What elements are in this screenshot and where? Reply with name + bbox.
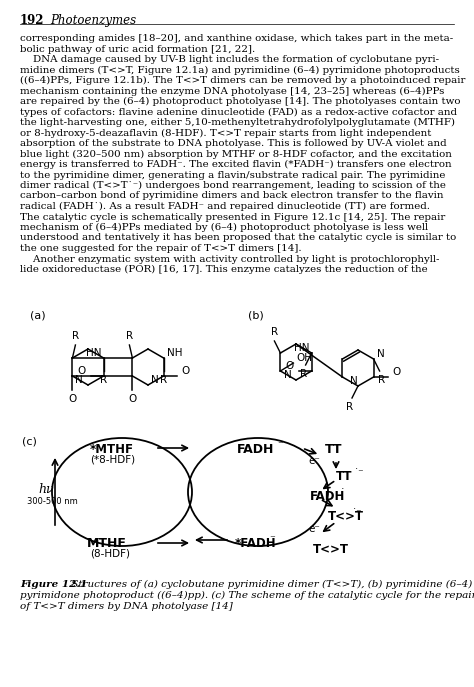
Text: Figure 12.1: Figure 12.1 [20, 580, 87, 589]
Text: the one suggested for the repair of T<>T dimers [14].: the one suggested for the repair of T<>T… [20, 244, 301, 253]
Text: corresponding amides [18–20], and xanthine oxidase, which takes part in the meta: corresponding amides [18–20], and xanthi… [20, 34, 453, 43]
Text: blue light (320–500 nm) absorption by MTHF or 8-HDF cofactor, and the excitation: blue light (320–500 nm) absorption by MT… [20, 150, 452, 159]
Text: O: O [128, 394, 137, 404]
Text: HN: HN [86, 348, 101, 358]
Text: Structures of (a) cyclobutane pyrimidine dimer (T<>T), (b) pyrimidine (6–4): Structures of (a) cyclobutane pyrimidine… [68, 580, 472, 589]
Text: to the pyrimidine dimer, generating a flavin/substrate radical pair. The pyrimid: to the pyrimidine dimer, generating a fl… [20, 170, 446, 179]
Text: radical (FADH˙). As a result FADH⁻ and repaired dinucleotide (TT) are formed.: radical (FADH˙). As a result FADH⁻ and r… [20, 202, 430, 211]
Text: e⁻: e⁻ [308, 524, 320, 534]
Text: T<>T: T<>T [313, 543, 349, 556]
Text: O: O [77, 366, 86, 376]
Text: O: O [392, 367, 401, 377]
Text: ((6–4)PPs, Figure 12.1b). The T<>T dimers can be removed by a photoinduced repai: ((6–4)PPs, Figure 12.1b). The T<>T dimer… [20, 76, 465, 85]
Text: R: R [100, 375, 107, 385]
Text: the light-harvesting one, either 5,10-methenyltetrahydrofolylpolyglutamate (MTHF: the light-harvesting one, either 5,10-me… [20, 118, 455, 127]
Text: ⁻: ⁻ [269, 534, 275, 544]
Text: ˙⁻: ˙⁻ [354, 468, 365, 478]
Text: R: R [72, 331, 79, 341]
Text: bolic pathway of uric acid formation [21, 22].: bolic pathway of uric acid formation [21… [20, 45, 255, 54]
Text: e⁻: e⁻ [308, 456, 320, 466]
Text: of T<>T dimers by DNA photolyase [14]: of T<>T dimers by DNA photolyase [14] [20, 602, 233, 611]
Text: (c): (c) [22, 436, 37, 446]
Text: R: R [271, 327, 278, 337]
Text: O: O [285, 361, 294, 371]
Text: (b): (b) [248, 310, 264, 320]
Text: absorption of the substrate to DNA photolyase. This is followed by UV-A violet a: absorption of the substrate to DNA photo… [20, 139, 447, 148]
Text: pyrimidone photoproduct ((6–4)pp). (c) The scheme of the catalytic cycle for the: pyrimidone photoproduct ((6–4)pp). (c) T… [20, 591, 474, 600]
Text: MTHF: MTHF [87, 537, 127, 550]
Text: N: N [75, 375, 83, 385]
Text: midine dimers (T<>T, Figure 12.1a) and pyrimidine (6–4) pyrimidone photoproducts: midine dimers (T<>T, Figure 12.1a) and p… [20, 65, 460, 75]
Text: N: N [284, 370, 292, 380]
Text: (8-HDF): (8-HDF) [90, 549, 130, 559]
Text: DNA damage caused by UV-B light includes the formation of cyclobutane pyri-: DNA damage caused by UV-B light includes… [20, 55, 439, 64]
Text: R: R [378, 375, 385, 385]
Text: NH: NH [166, 348, 182, 358]
Text: The catalytic cycle is schematically presented in Figure 12.1c [14, 25]. The rep: The catalytic cycle is schematically pre… [20, 212, 445, 221]
Text: ⁻: ⁻ [277, 440, 283, 450]
Text: FADH: FADH [237, 443, 274, 456]
Text: are repaired by the (6–4) photoproduct photolyase [14]. The photolyases contain : are repaired by the (6–4) photoproduct p… [20, 97, 461, 106]
Text: R: R [346, 402, 354, 412]
Text: *FADH: *FADH [235, 537, 277, 550]
Text: dimer radical (T<>T˙⁻) undergoes bond rearrangement, leading to scission of the: dimer radical (T<>T˙⁻) undergoes bond re… [20, 181, 446, 190]
Text: R: R [126, 331, 133, 341]
Text: O: O [182, 366, 190, 376]
Text: mechanism of (6–4)PPs mediated by (6–4) photoproduct photolyase is less well: mechanism of (6–4)PPs mediated by (6–4) … [20, 223, 428, 232]
Text: N: N [151, 375, 159, 385]
Text: Another enzymatic system with activity controlled by light is protochlorophyll-: Another enzymatic system with activity c… [20, 254, 439, 264]
Text: T<>T: T<>T [328, 510, 364, 523]
Text: mechanism containing the enzyme DNA photolyase [14, 23–25] whereas (6–4)PPs: mechanism containing the enzyme DNA phot… [20, 87, 444, 95]
Text: types of cofactors: flavine adenine dinucleotide (FAD) as a redox-active cofacto: types of cofactors: flavine adenine dinu… [20, 107, 457, 117]
Text: 192: 192 [20, 14, 45, 27]
Text: carbon–carbon bond of pyrimidine dimers and back electron transfer to the flavin: carbon–carbon bond of pyrimidine dimers … [20, 192, 444, 201]
Text: lide oxidoreductase (POR) [16, 17]. This enzyme catalyzes the reduction of the: lide oxidoreductase (POR) [16, 17]. This… [20, 265, 428, 274]
Text: or 8-hydroxy-5-deazaflavin (8-HDF). T<>T repair starts from light independent: or 8-hydroxy-5-deazaflavin (8-HDF). T<>T… [20, 128, 431, 137]
Text: (a): (a) [30, 310, 46, 320]
Text: Photoenzymes: Photoenzymes [50, 14, 136, 27]
Text: energy is transferred to FADH⁻. The excited flavin (*FADH⁻) transfers one electr: energy is transferred to FADH⁻. The exci… [20, 160, 452, 169]
Text: 300-500 nm: 300-500 nm [27, 497, 78, 506]
Text: TT: TT [325, 443, 343, 456]
Text: ˙: ˙ [340, 488, 346, 498]
Text: understood and tentatively it has been proposed that the catalytic cycle is simi: understood and tentatively it has been p… [20, 234, 456, 243]
Text: FADH: FADH [310, 490, 346, 503]
Text: R: R [160, 375, 167, 385]
Text: O: O [68, 394, 76, 404]
Text: N: N [350, 376, 358, 386]
Text: OH: OH [296, 353, 312, 363]
Text: hν: hν [38, 483, 54, 496]
Text: TT: TT [336, 470, 353, 483]
Text: HN: HN [293, 343, 309, 353]
Text: ˙⁻: ˙⁻ [352, 508, 363, 518]
Text: R: R [300, 369, 307, 379]
Text: *MTHF: *MTHF [90, 443, 134, 456]
Text: N: N [376, 349, 384, 359]
Text: (*8-HDF): (*8-HDF) [90, 454, 135, 464]
